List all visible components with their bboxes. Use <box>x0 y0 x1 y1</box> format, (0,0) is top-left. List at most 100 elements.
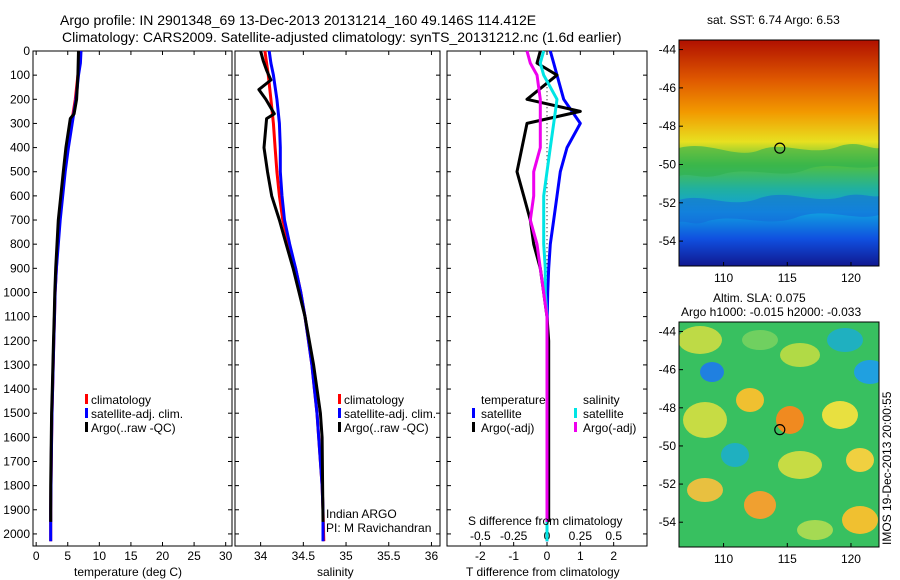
legend-label-climatology: climatology <box>344 393 404 407</box>
y-tick-label: 200 <box>10 92 30 106</box>
y-tick-label: 1000 <box>3 285 30 299</box>
sla-map-frame <box>678 321 880 548</box>
y-tick-label: 100 <box>10 68 30 82</box>
sla-anomaly <box>687 478 723 502</box>
sst-argo-marker <box>774 142 786 154</box>
x-tick-label: 0 <box>544 549 551 563</box>
legend-label-sal-argo: Argo(-adj) <box>583 421 636 435</box>
legend-label-temp-satellite: satellite <box>481 407 522 421</box>
x-tick-label: 15 <box>124 549 138 563</box>
sla-anomaly <box>842 506 878 534</box>
top-x-tick-label: 0.5 <box>605 529 622 543</box>
x-tick-label: 10 <box>93 549 107 563</box>
sla-anomaly <box>846 448 874 472</box>
sla-map-axes: 110 115 120 -44 -46 -48 -50 -52 -54 <box>659 325 862 566</box>
series-line-satellite-adj-clim <box>267 50 325 542</box>
y-tick-label: 900 <box>10 261 30 275</box>
x-tick-label: 34.5 <box>292 549 316 563</box>
series-line-salinity-argo-adj <box>525 50 549 522</box>
x-tick-label: 35.5 <box>377 549 401 563</box>
x-tick-label: 2 <box>610 549 617 563</box>
map-y-tick-label: -52 <box>659 196 677 210</box>
legend-label-satellite: satellite-adj. clim. <box>91 407 183 421</box>
legend-swatch-satellite <box>338 408 341 418</box>
x-tick-label: 5 <box>64 549 71 563</box>
legend-swatch-argo <box>338 422 341 432</box>
sla-map-title-line1: Altim. SLA: 0.075 <box>713 291 806 305</box>
top-x-tick-label: 0.25 <box>569 529 593 543</box>
y-tick-label: 1500 <box>3 406 30 420</box>
sla-anomaly <box>854 360 879 384</box>
salinity-xlabel: salinity <box>317 565 354 579</box>
y-tick-label: 1600 <box>3 430 30 444</box>
temperature-axes: 0100200300400500600700800900100011001200… <box>3 44 232 563</box>
legend-header-salinity: salinity <box>583 393 620 407</box>
map-x-tick-label: 115 <box>778 271 797 285</box>
x-tick-label: -1 <box>508 549 519 563</box>
legend-header-temperature: temperature <box>481 393 546 407</box>
salinity-series <box>257 50 326 542</box>
temperature-panel-frame <box>32 50 233 547</box>
map-y-tick-label: -50 <box>659 439 677 453</box>
map-x-tick-label: 115 <box>778 552 797 566</box>
y-tick-label: 700 <box>10 213 30 227</box>
legend-swatch-climatology <box>338 394 341 404</box>
legend-swatch-temp-argo <box>472 422 475 432</box>
map-x-tick-label: 110 <box>714 271 733 285</box>
x-tick-label: 35 <box>339 549 353 563</box>
map-y-tick-label: -44 <box>659 43 677 57</box>
sst-map-axes: 110 115 120 -44 -46 -48 -50 -52 -54 <box>659 43 862 285</box>
y-tick-label: 1400 <box>3 382 30 396</box>
sst-map-front-ripple <box>679 144 879 177</box>
y-tick-label: 1300 <box>3 358 30 372</box>
figure-title-line1: Argo profile: IN 2901348_69 13-Dec-2013 … <box>60 12 536 28</box>
sla-anomaly <box>683 402 727 438</box>
sla-anomaly <box>776 406 804 434</box>
watermark-line2: PI: M Ravichandran <box>326 521 431 535</box>
imos-credit: IMOS 19-Dec-2013 20:00:55 <box>880 391 894 545</box>
legend-label-temp-argo: Argo(-adj) <box>481 421 534 435</box>
temperature-xlabel: temperature (deg C) <box>74 565 182 579</box>
legend-label-sal-satellite: satellite <box>583 407 624 421</box>
sst-map-title: sat. SST: 6.74 Argo: 6.53 <box>707 13 840 27</box>
temperature-legend: climatology satellite-adj. clim. Argo(..… <box>85 393 183 435</box>
legend-swatch-sal-satellite <box>574 408 577 418</box>
y-tick-label: 800 <box>10 237 30 251</box>
sla-argo-marker <box>774 424 786 436</box>
sst-map-cold-ripple <box>679 194 879 224</box>
x-tick-label: 34 <box>254 549 268 563</box>
x-tick-label: 30 <box>219 549 233 563</box>
sla-anomaly <box>822 401 858 429</box>
y-tick-label: 500 <box>10 165 30 179</box>
salinity-panel-frame <box>234 50 441 547</box>
map-y-tick-label: -54 <box>659 234 677 248</box>
sla-anomaly <box>780 343 820 367</box>
series-line-argo-raw-qc <box>49 50 80 522</box>
map-x-tick-label: 120 <box>841 271 861 285</box>
y-tick-label: 0 <box>23 44 30 58</box>
sla-anomaly <box>721 443 749 467</box>
y-tick-label: 2000 <box>3 527 30 541</box>
sla-anomaly <box>778 451 822 479</box>
sst-map-frame <box>678 39 880 267</box>
map-y-tick-label: -48 <box>659 119 677 133</box>
x-tick-label: 1 <box>577 549 584 563</box>
figure-title-line2: Climatology: CARS2009. Satellite-adjuste… <box>62 29 622 45</box>
map-y-tick-label: -46 <box>659 363 677 377</box>
map-x-tick-label: 110 <box>714 552 733 566</box>
x-tick-label: 20 <box>156 549 170 563</box>
map-y-tick-label: -54 <box>659 515 677 529</box>
legend-swatch-temp-satellite <box>472 408 475 418</box>
top-x-tick-label: -0.25 <box>500 529 528 543</box>
legend-swatch-argo <box>85 422 88 432</box>
difference-axes: -2 -1 0 1 2-0.5 -0.25 0 0.25 0.5 <box>447 50 647 563</box>
difference-xlabel: T difference from climatology <box>466 565 620 579</box>
legend-swatch-sal-argo <box>574 422 577 432</box>
x-tick-label: -2 <box>475 549 486 563</box>
sla-map-title-line2: Argo h1000: -0.015 h2000: -0.033 <box>681 305 861 319</box>
legend-swatch-climatology <box>85 394 88 404</box>
legend-label-argo: Argo(..raw -QC) <box>344 421 429 435</box>
difference-series <box>515 50 582 542</box>
sla-anomaly <box>744 491 776 519</box>
legend-label-satellite: satellite-adj. clim. <box>344 407 436 421</box>
